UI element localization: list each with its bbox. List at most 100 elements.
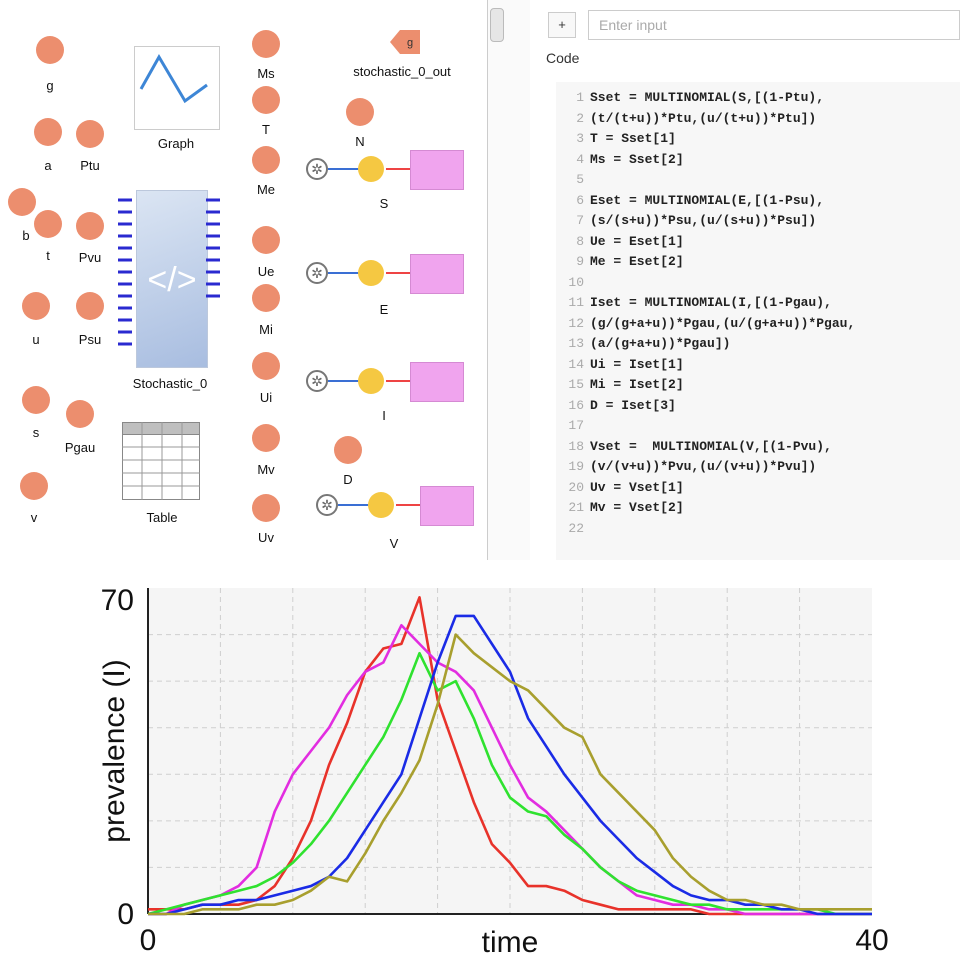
- panel-divider[interactable]: [487, 0, 531, 560]
- source-cloud-icon: ✲: [306, 262, 328, 284]
- node-u[interactable]: [22, 292, 50, 320]
- code-line[interactable]: 5: [556, 170, 590, 190]
- node-T[interactable]: [252, 86, 280, 114]
- code-text: (t/(t+u))*Ptu,(u/(t+u))*Ptu]): [590, 110, 817, 126]
- stock-v[interactable]: [420, 486, 474, 526]
- stochastic-ports-right: [206, 198, 220, 298]
- code-line[interactable]: 11 Iset = MULTINOMIAL(I,[(1-Pgau),: [556, 293, 831, 313]
- node-pgau[interactable]: [66, 400, 94, 428]
- model-canvas[interactable]: g a Ptu b t Pvu u Psu s Pgau v Graph </>: [0, 0, 487, 560]
- graph-widget[interactable]: [134, 46, 220, 130]
- x-tick-label: 0: [140, 924, 157, 957]
- code-line[interactable]: 9 Me = Eset[2]: [556, 252, 683, 272]
- code-line[interactable]: 15 Mi = Iset[2]: [556, 375, 684, 395]
- code-line[interactable]: 22: [556, 519, 590, 539]
- node-me[interactable]: [252, 146, 280, 174]
- code-line[interactable]: 19 (v/(v+u))*Pvu,(u/(v+u))*Pvu]): [556, 457, 816, 477]
- code-line[interactable]: 14 Ui = Iset[1]: [556, 355, 683, 375]
- x-tick-label: 40: [855, 924, 888, 957]
- node-g-label: g: [46, 78, 54, 93]
- y-tick-label: 0: [117, 898, 134, 931]
- node-n[interactable]: [346, 98, 374, 126]
- prevalence-chart: 0 70 0 40 time prevalence (I): [98, 584, 889, 959]
- flow-valve-icon[interactable]: [358, 368, 384, 394]
- code-line[interactable]: 3 T = Sset[1]: [556, 129, 676, 149]
- code-line[interactable]: 7 (s/(s+u))*Psu,(u/(s+u))*Psu]): [556, 211, 816, 231]
- node-uv[interactable]: [252, 494, 280, 522]
- code-line[interactable]: 6 Eset = MULTINOMIAL(E,[(1-Psu),: [556, 191, 824, 211]
- code-line[interactable]: 2 (t/(t+u))*Ptu,(u/(t+u))*Ptu]): [556, 109, 816, 129]
- node-t-label: t: [46, 248, 50, 263]
- code-line[interactable]: 13 (a/(g+a+u))*Pgau]): [556, 334, 730, 354]
- output-port-icon[interactable]: g: [390, 28, 422, 56]
- canvas-scrollbar[interactable]: [490, 8, 504, 42]
- flow-line: [328, 168, 360, 170]
- line-number: 19: [568, 459, 584, 474]
- stock-s[interactable]: [410, 150, 464, 190]
- node-n-label: N: [355, 134, 365, 149]
- code-text: (g/(g+a+u))*Pgau,(u/(g+a+u))*Pgau,: [590, 315, 856, 331]
- stock-i[interactable]: [410, 362, 464, 402]
- node-ui[interactable]: [252, 352, 280, 380]
- code-line[interactable]: 18 Vset = MULTINOMIAL(V,[(1-Pvu),: [556, 437, 832, 457]
- stock-e-label: E: [379, 302, 389, 317]
- line-number: 12: [568, 315, 584, 331]
- code-line[interactable]: 12 (g/(g+a+u))*Pgau,(u/(g+a+u))*Pgau,: [556, 314, 855, 334]
- output-port-label: stochastic_0_out: [353, 64, 451, 79]
- node-ptu[interactable]: [76, 120, 104, 148]
- code-text: Vset = MULTINOMIAL(V,[(1-Pvu),: [590, 438, 832, 454]
- node-b[interactable]: [8, 188, 36, 216]
- code-line[interactable]: 16 D = Iset[3]: [556, 396, 676, 416]
- table-thumbnail-icon: [122, 422, 200, 500]
- flow-valve-icon[interactable]: [358, 260, 384, 286]
- line-number: 8: [576, 233, 584, 249]
- node-ms[interactable]: [252, 30, 280, 58]
- code-editor[interactable]: 1 Sset = MULTINOMIAL(S,[(1-Ptu), 2 (t/(t+u)…: [556, 82, 960, 560]
- node-ue-label: Ue: [257, 264, 275, 279]
- node-mv-label: Mv: [257, 462, 275, 477]
- code-line[interactable]: 4 Ms = Sset[2]: [556, 150, 684, 170]
- line-number: 9: [576, 254, 584, 269]
- code-line[interactable]: 1 Sset = MULTINOMIAL(S,[(1-Ptu),: [556, 88, 824, 108]
- flow-valve-icon[interactable]: [358, 156, 384, 182]
- code-line[interactable]: 20 Uv = Vset[1]: [556, 478, 683, 498]
- flow-arrow: [386, 380, 410, 382]
- y-tick-label: 70: [101, 584, 134, 617]
- node-v[interactable]: [20, 472, 48, 500]
- code-text: Mi = Iset[2]: [590, 377, 684, 392]
- flow-arrow: [396, 504, 420, 506]
- code-text: T = Sset[1]: [590, 131, 676, 146]
- series-line-2: [148, 623, 872, 916]
- x-axis-label: time: [482, 926, 539, 959]
- stochastic-block[interactable]: </>: [136, 190, 208, 368]
- node-t[interactable]: [34, 210, 62, 238]
- enter-input-field[interactable]: Enter input: [588, 10, 960, 40]
- code-text: (v/(v+u))*Pvu,(u/(v+u))*Pvu]): [590, 459, 817, 474]
- code-line[interactable]: 10: [556, 273, 590, 293]
- stochastic-ports-left: [118, 198, 132, 346]
- node-psu[interactable]: [76, 292, 104, 320]
- code-text: Ms = Sset[2]: [590, 151, 684, 167]
- code-text: D = Iset[3]: [590, 397, 676, 413]
- node-d[interactable]: [334, 436, 362, 464]
- add-button[interactable]: +: [548, 12, 576, 38]
- node-mi[interactable]: [252, 284, 280, 312]
- flow-valve-icon[interactable]: [368, 492, 394, 518]
- line-number: 3: [576, 131, 584, 146]
- table-widget[interactable]: [122, 422, 200, 500]
- node-ue[interactable]: [252, 226, 280, 254]
- node-ptu-label: Ptu: [80, 158, 100, 173]
- node-s[interactable]: [22, 386, 50, 414]
- node-mi-label: Mi: [259, 322, 273, 337]
- node-me-label: Me: [256, 182, 276, 197]
- stock-e[interactable]: [410, 254, 464, 294]
- line-number: 2: [576, 110, 584, 126]
- code-line[interactable]: 21 Mv = Vset[2]: [556, 498, 683, 518]
- code-line[interactable]: 8 Ue = Eset[1]: [556, 232, 683, 252]
- node-pvu[interactable]: [76, 212, 104, 240]
- flow-line: [328, 272, 360, 274]
- node-a[interactable]: [34, 118, 62, 146]
- code-line[interactable]: 17: [556, 416, 590, 436]
- node-mv[interactable]: [252, 424, 280, 452]
- node-g[interactable]: [36, 36, 64, 64]
